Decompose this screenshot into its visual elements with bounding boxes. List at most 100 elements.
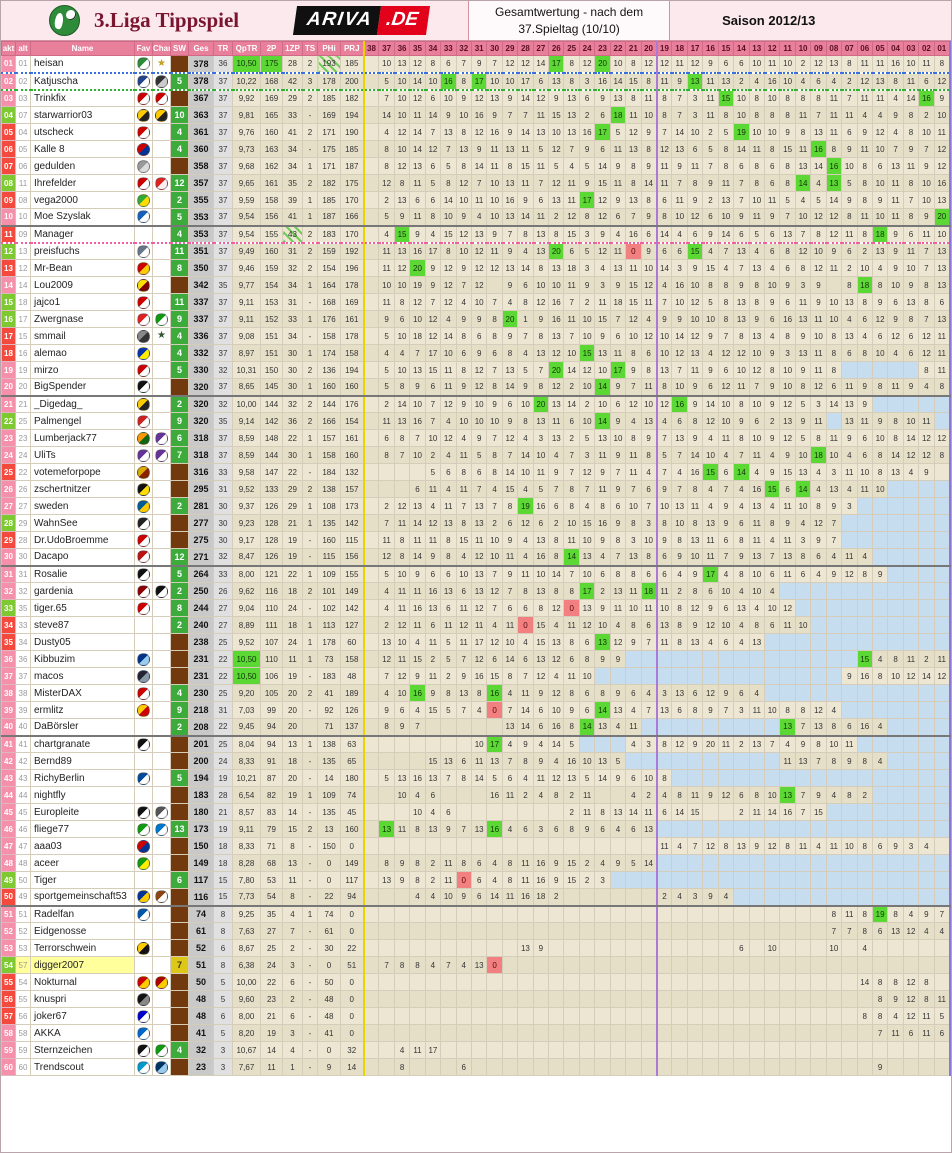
player-name[interactable]: Zwergnase [30, 310, 135, 328]
matchday-header-26[interactable]: 26 [548, 41, 565, 56]
player-name[interactable]: jajco1 [30, 293, 135, 311]
player-name[interactable]: utscheck [30, 123, 135, 141]
matchday-header-32[interactable]: 32 [455, 41, 472, 56]
matchday-header-28[interactable]: 28 [517, 41, 534, 56]
player-name[interactable]: Kalle 8 [30, 140, 135, 158]
matchday-header-03[interactable]: 03 [902, 41, 920, 56]
matchday-header-14[interactable]: 14 [733, 41, 750, 56]
matchday-header-27[interactable]: 27 [532, 41, 550, 56]
player-name[interactable]: Manager [30, 225, 135, 244]
column-header-tr[interactable]: TR [213, 41, 233, 56]
matchday-header-38[interactable]: 38 [362, 41, 380, 56]
player-name[interactable]: steve87 [30, 616, 135, 634]
matchday-header-10[interactable]: 10 [794, 41, 812, 56]
player-name[interactable]: preisfuchs [30, 242, 135, 260]
matchday-header-02[interactable]: 02 [918, 41, 935, 56]
column-header-phi[interactable]: PHi [317, 41, 341, 56]
matchday-header-22[interactable]: 22 [609, 41, 627, 56]
matchday-header-23[interactable]: 23 [594, 41, 611, 56]
player-name[interactable]: joker67 [30, 1007, 135, 1025]
player-name[interactable]: Moe Szyslak [30, 208, 135, 227]
matchday-header-30[interactable]: 30 [486, 41, 503, 56]
player-name[interactable]: Radelfan [30, 905, 135, 923]
column-header-alt[interactable]: alt [15, 41, 31, 56]
player-name[interactable]: Lumberjack77 [30, 429, 135, 447]
matchday-header-09[interactable]: 09 [810, 41, 827, 56]
matchday-header-37[interactable]: 37 [378, 41, 395, 56]
player-name[interactable]: gedulden [30, 157, 135, 175]
player-name[interactable]: alemao [30, 344, 135, 362]
matchday-header-13[interactable]: 13 [748, 41, 765, 56]
column-header-qptr[interactable]: QpTR [232, 41, 261, 56]
column-header-prj[interactable]: PRJ [340, 41, 364, 56]
player-name[interactable]: Trendscout [30, 1058, 135, 1076]
player-name[interactable]: nightfly [30, 786, 135, 804]
matchday-header-19[interactable]: 19 [655, 41, 673, 56]
player-name[interactable]: zschertnitzer [30, 480, 135, 498]
column-header-1zp[interactable]: 1ZP [282, 41, 303, 56]
player-name[interactable]: AKKA [30, 1024, 135, 1042]
player-name[interactable]: Eidgenosse [30, 922, 135, 940]
column-header-ges[interactable]: Ges [188, 41, 214, 56]
column-header-ts[interactable]: TS [302, 41, 318, 56]
player-name[interactable]: starwarrior03 [30, 106, 135, 124]
player-name[interactable]: ermlitz [30, 701, 135, 719]
matchday-header-17[interactable]: 17 [686, 41, 704, 56]
player-name[interactable]: aceer [30, 854, 135, 872]
matchday-header-35[interactable]: 35 [409, 41, 426, 56]
player-name[interactable]: MisterDAX [30, 684, 135, 702]
player-name[interactable]: Dacapo [30, 548, 135, 567]
matchday-header-34[interactable]: 34 [424, 41, 442, 56]
player-name[interactable]: Nokturnal [30, 973, 135, 991]
matchday-header-01[interactable]: 01 [933, 41, 951, 56]
player-name[interactable]: macos [30, 667, 135, 685]
player-name[interactable]: fliege77 [30, 820, 135, 838]
matchday-header-33[interactable]: 33 [440, 41, 457, 56]
matchday-header-29[interactable]: 29 [501, 41, 519, 56]
column-header-sw[interactable]: SW [170, 41, 189, 56]
player-name[interactable]: digger2007 [30, 956, 135, 974]
matchday-header-18[interactable]: 18 [671, 41, 688, 56]
player-name[interactable]: knuspri [30, 990, 135, 1008]
player-name[interactable]: Europleite [30, 803, 135, 821]
player-name[interactable]: Tiger [30, 871, 135, 889]
player-name[interactable]: aaa03 [30, 837, 135, 855]
player-name[interactable]: Dusty05 [30, 633, 135, 651]
player-name[interactable]: Trinkfix [30, 89, 135, 107]
player-name[interactable]: chartgranate [30, 735, 135, 753]
player-name[interactable]: BigSpender [30, 378, 135, 397]
matchday-header-36[interactable]: 36 [393, 41, 411, 56]
column-header-champ[interactable]: Champ [152, 41, 171, 56]
column-header-fav[interactable]: Fav [134, 41, 153, 56]
player-name[interactable]: vega2000 [30, 191, 135, 209]
matchday-header-05[interactable]: 05 [871, 41, 889, 56]
ariva-logo[interactable]: ARIVA .DE [293, 6, 431, 35]
matchday-header-07[interactable]: 07 [841, 41, 858, 56]
player-name[interactable]: Lou2009 [30, 276, 135, 294]
column-header-akt[interactable]: akt [1, 41, 16, 56]
player-name[interactable]: mirzo [30, 361, 135, 379]
player-name[interactable]: Rosalie [30, 565, 135, 583]
player-name[interactable]: WahnSee [30, 514, 135, 532]
matchday-header-11[interactable]: 11 [779, 41, 796, 56]
player-name[interactable]: sportgemeinschaft53 [30, 888, 135, 907]
player-name[interactable]: RichyBerlin [30, 769, 135, 787]
matchday-header-20[interactable]: 20 [640, 41, 658, 56]
player-name[interactable]: tiger.65 [30, 599, 135, 617]
matchday-header-24[interactable]: 24 [578, 41, 596, 56]
player-name[interactable]: Dr.UdoBroemme [30, 531, 135, 549]
column-header-name[interactable]: Name [30, 41, 135, 56]
player-name[interactable]: Katjuscha [30, 72, 135, 91]
player-name[interactable]: sweden [30, 497, 135, 515]
matchday-header-15[interactable]: 15 [717, 41, 735, 56]
player-name[interactable]: Sternzeichen [30, 1041, 135, 1059]
player-name[interactable]: heisan [30, 55, 135, 74]
player-name[interactable]: Mr-Bean [30, 259, 135, 277]
matchday-header-31[interactable]: 31 [470, 41, 488, 56]
player-name[interactable]: Terrorschwein [30, 939, 135, 957]
matchday-header-06[interactable]: 06 [856, 41, 873, 56]
matchday-header-12[interactable]: 12 [763, 41, 781, 56]
column-header-2p[interactable]: 2P [260, 41, 283, 56]
matchday-header-25[interactable]: 25 [563, 41, 580, 56]
player-name[interactable]: UliTs [30, 446, 135, 464]
